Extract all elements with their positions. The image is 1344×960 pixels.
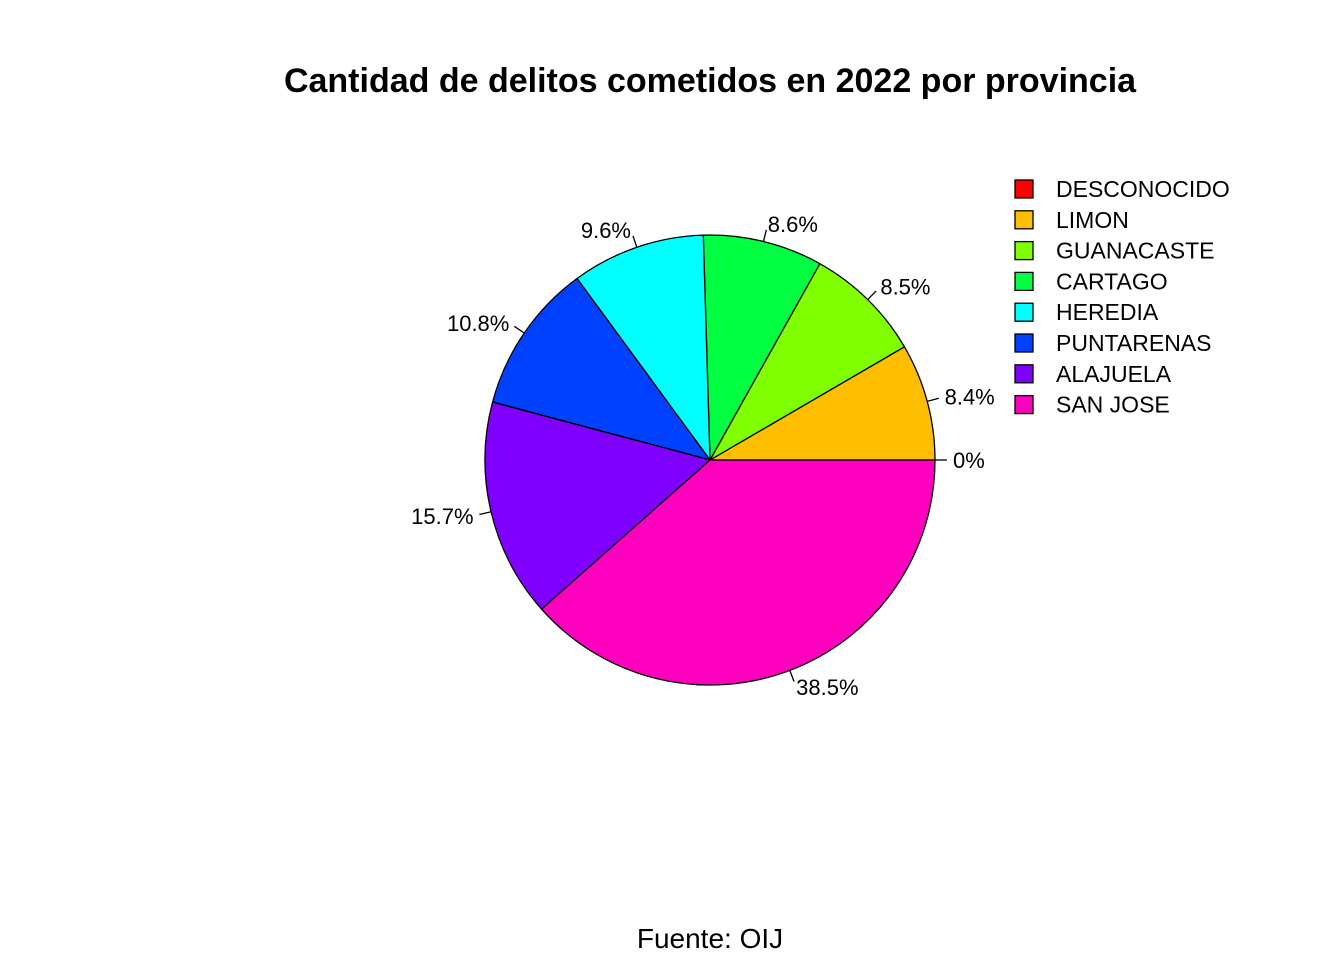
pct-label-heredia: 9.6%	[581, 218, 631, 243]
legend-label-desconocido: DESCONOCIDO	[1056, 176, 1230, 202]
legend-swatch-alajuela	[1014, 364, 1034, 384]
legend-label-limon: LIMON	[1056, 207, 1129, 233]
pie-slice-alajuela	[484, 401, 711, 610]
pct-label-desconocido: 0%	[953, 448, 985, 473]
legend-label-cartago: CARTAGO	[1056, 268, 1168, 294]
label-tick-guanacaste	[867, 290, 877, 300]
legend: DESCONOCIDO LIMON GUANACASTE CARTAGO HEREDIA…	[1014, 176, 1230, 418]
pct-label-puntarenas: 10.8%	[447, 311, 509, 336]
label-tick-puntarenas	[513, 325, 525, 334]
legend-label-guanacaste: GUANACASTE	[1056, 238, 1214, 264]
chart-caption: Fuente: OIJ	[637, 923, 783, 954]
legend-swatch-guanacaste	[1014, 240, 1034, 261]
chart-title: Cantidad de delitos cometidos en 2022 po…	[284, 62, 1137, 100]
pct-label-san-jose: 38.5%	[796, 675, 858, 700]
label-tick-san-jose	[789, 670, 795, 682]
legend-swatch-desconocido	[1014, 179, 1034, 199]
legend-label-alajuela: ALAJUELA	[1056, 361, 1172, 387]
pie-slice-guanacaste	[709, 262, 906, 461]
label-tick-heredia	[632, 235, 638, 248]
label-tick-alajuela	[479, 511, 492, 516]
pie-labels: 0% 8.4% 8.5% 8.6% 9.6% 10.8% 15.7% 38.5%	[411, 212, 995, 700]
legend-swatch-puntarenas	[1014, 333, 1034, 353]
label-tick-limon	[927, 397, 939, 402]
pct-label-alajuela: 15.7%	[411, 504, 473, 529]
pct-label-guanacaste: 8.5%	[880, 275, 930, 300]
legend-swatch-san-jose	[1014, 394, 1034, 415]
legend-swatch-heredia	[1014, 302, 1034, 322]
pct-label-cartago: 8.6%	[768, 212, 818, 237]
pie-slice-heredia	[576, 234, 711, 461]
pie-slice-limon	[709, 346, 936, 461]
legend-label-san-jose: SAN JOSE	[1056, 392, 1170, 418]
pie-slice-cartago	[702, 234, 821, 461]
legend-swatch-cartago	[1014, 271, 1034, 292]
legend-swatch-limon	[1014, 210, 1034, 230]
legend-label-puntarenas: PUNTARENAS	[1056, 330, 1212, 356]
pie-slices	[484, 234, 936, 686]
label-tick-cartago	[762, 229, 767, 242]
legend-label-heredia: HEREDIA	[1056, 299, 1159, 325]
pie-slice-san-jose	[540, 459, 936, 686]
pct-label-limon: 8.4%	[945, 385, 995, 410]
pie-slice-puntarenas	[491, 277, 711, 461]
